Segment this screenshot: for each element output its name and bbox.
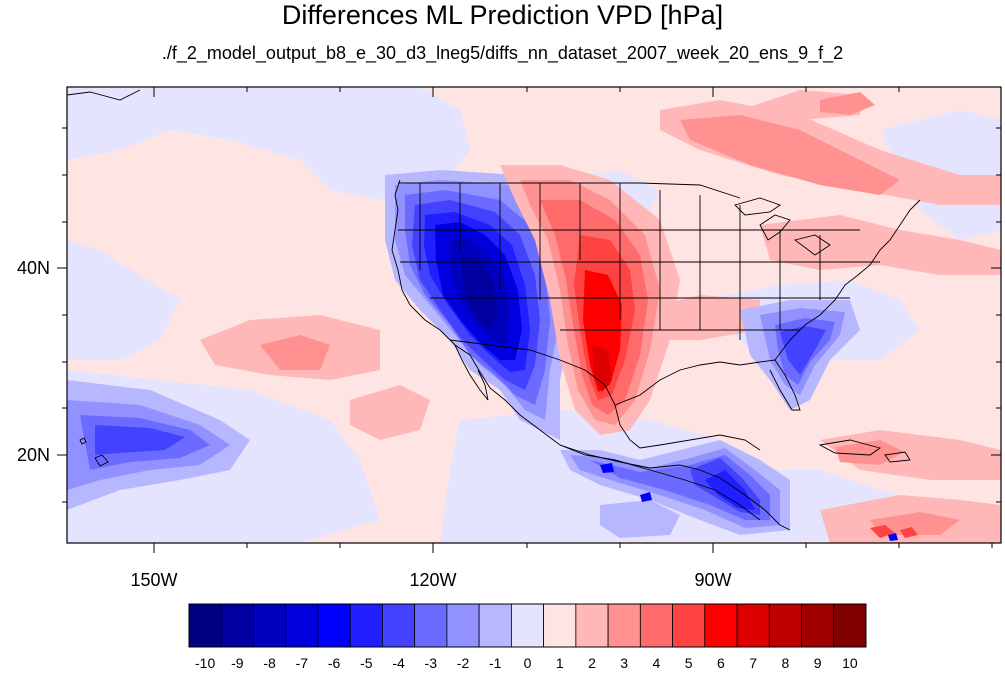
colorbar-label: -1 <box>489 655 502 671</box>
x-tick-label-150w: 150W <box>130 570 177 590</box>
colorbar-cell <box>253 603 287 648</box>
colorbar-cell <box>349 603 383 648</box>
colorbar-cell <box>672 603 706 648</box>
colorbar-cell <box>639 603 673 648</box>
colorbar-cell <box>382 603 416 648</box>
axis-ticks <box>57 87 1001 553</box>
vpd-difference-field <box>67 87 1001 543</box>
colorbar-cell <box>478 603 512 648</box>
colorbar-label: 4 <box>652 655 661 671</box>
colorbar-label: 1 <box>555 655 564 671</box>
colorbar-cell <box>414 603 448 648</box>
colorbar-label: -3 <box>424 655 438 671</box>
colorbar-label: -10 <box>194 655 216 671</box>
colorbar-label: 8 <box>781 655 790 671</box>
y-tick-label-20n: 20N <box>17 445 50 465</box>
colorbar-label: -6 <box>327 655 341 671</box>
colorbar-label: -9 <box>231 655 244 671</box>
colorbar-label: 5 <box>684 655 693 671</box>
colorbar-cell <box>607 603 641 648</box>
colorbar-cell <box>446 603 480 648</box>
colorbar-cell <box>188 603 222 648</box>
colorbar-label: 6 <box>717 655 725 671</box>
colorbar-cell <box>317 603 351 648</box>
x-tick-label-90w: 90W <box>694 570 731 590</box>
coastline-boundaries <box>67 89 921 531</box>
map-subtitle: ./f_2_model_output_b8_e_30_d3_lneg5/diff… <box>161 43 844 63</box>
colorbar-cell <box>704 603 738 648</box>
colorbar-label: -7 <box>295 655 309 671</box>
colorbar-cell <box>285 603 319 648</box>
colorbar-label: -5 <box>360 655 373 671</box>
colorbar-label: 3 <box>620 655 629 671</box>
colorbar-label: -2 <box>456 655 470 671</box>
colorbar <box>188 603 867 648</box>
colorbar-label: -4 <box>392 655 405 671</box>
x-tick-label-120w: 120W <box>409 570 456 590</box>
colorbar-cell <box>768 603 802 648</box>
colorbar-cell <box>575 603 609 648</box>
colorbar-label: 7 <box>749 655 758 671</box>
colorbar-label: 2 <box>588 655 596 671</box>
map-title: Differences ML Prediction VPD [hPa] <box>281 0 724 30</box>
colorbar-cell <box>801 603 835 648</box>
colorbar-cell <box>833 603 867 648</box>
colorbar-label: -8 <box>263 655 276 671</box>
colorbar-label: 0 <box>523 655 532 671</box>
colorbar-cell <box>736 603 770 648</box>
colorbar-cell <box>543 603 577 648</box>
colorbar-cell <box>510 603 545 648</box>
colorbar-cell <box>220 603 254 648</box>
colorbar-label: 10 <box>842 655 858 671</box>
colorbar-label: 9 <box>813 655 822 671</box>
y-tick-label-40n: 40N <box>17 258 50 278</box>
